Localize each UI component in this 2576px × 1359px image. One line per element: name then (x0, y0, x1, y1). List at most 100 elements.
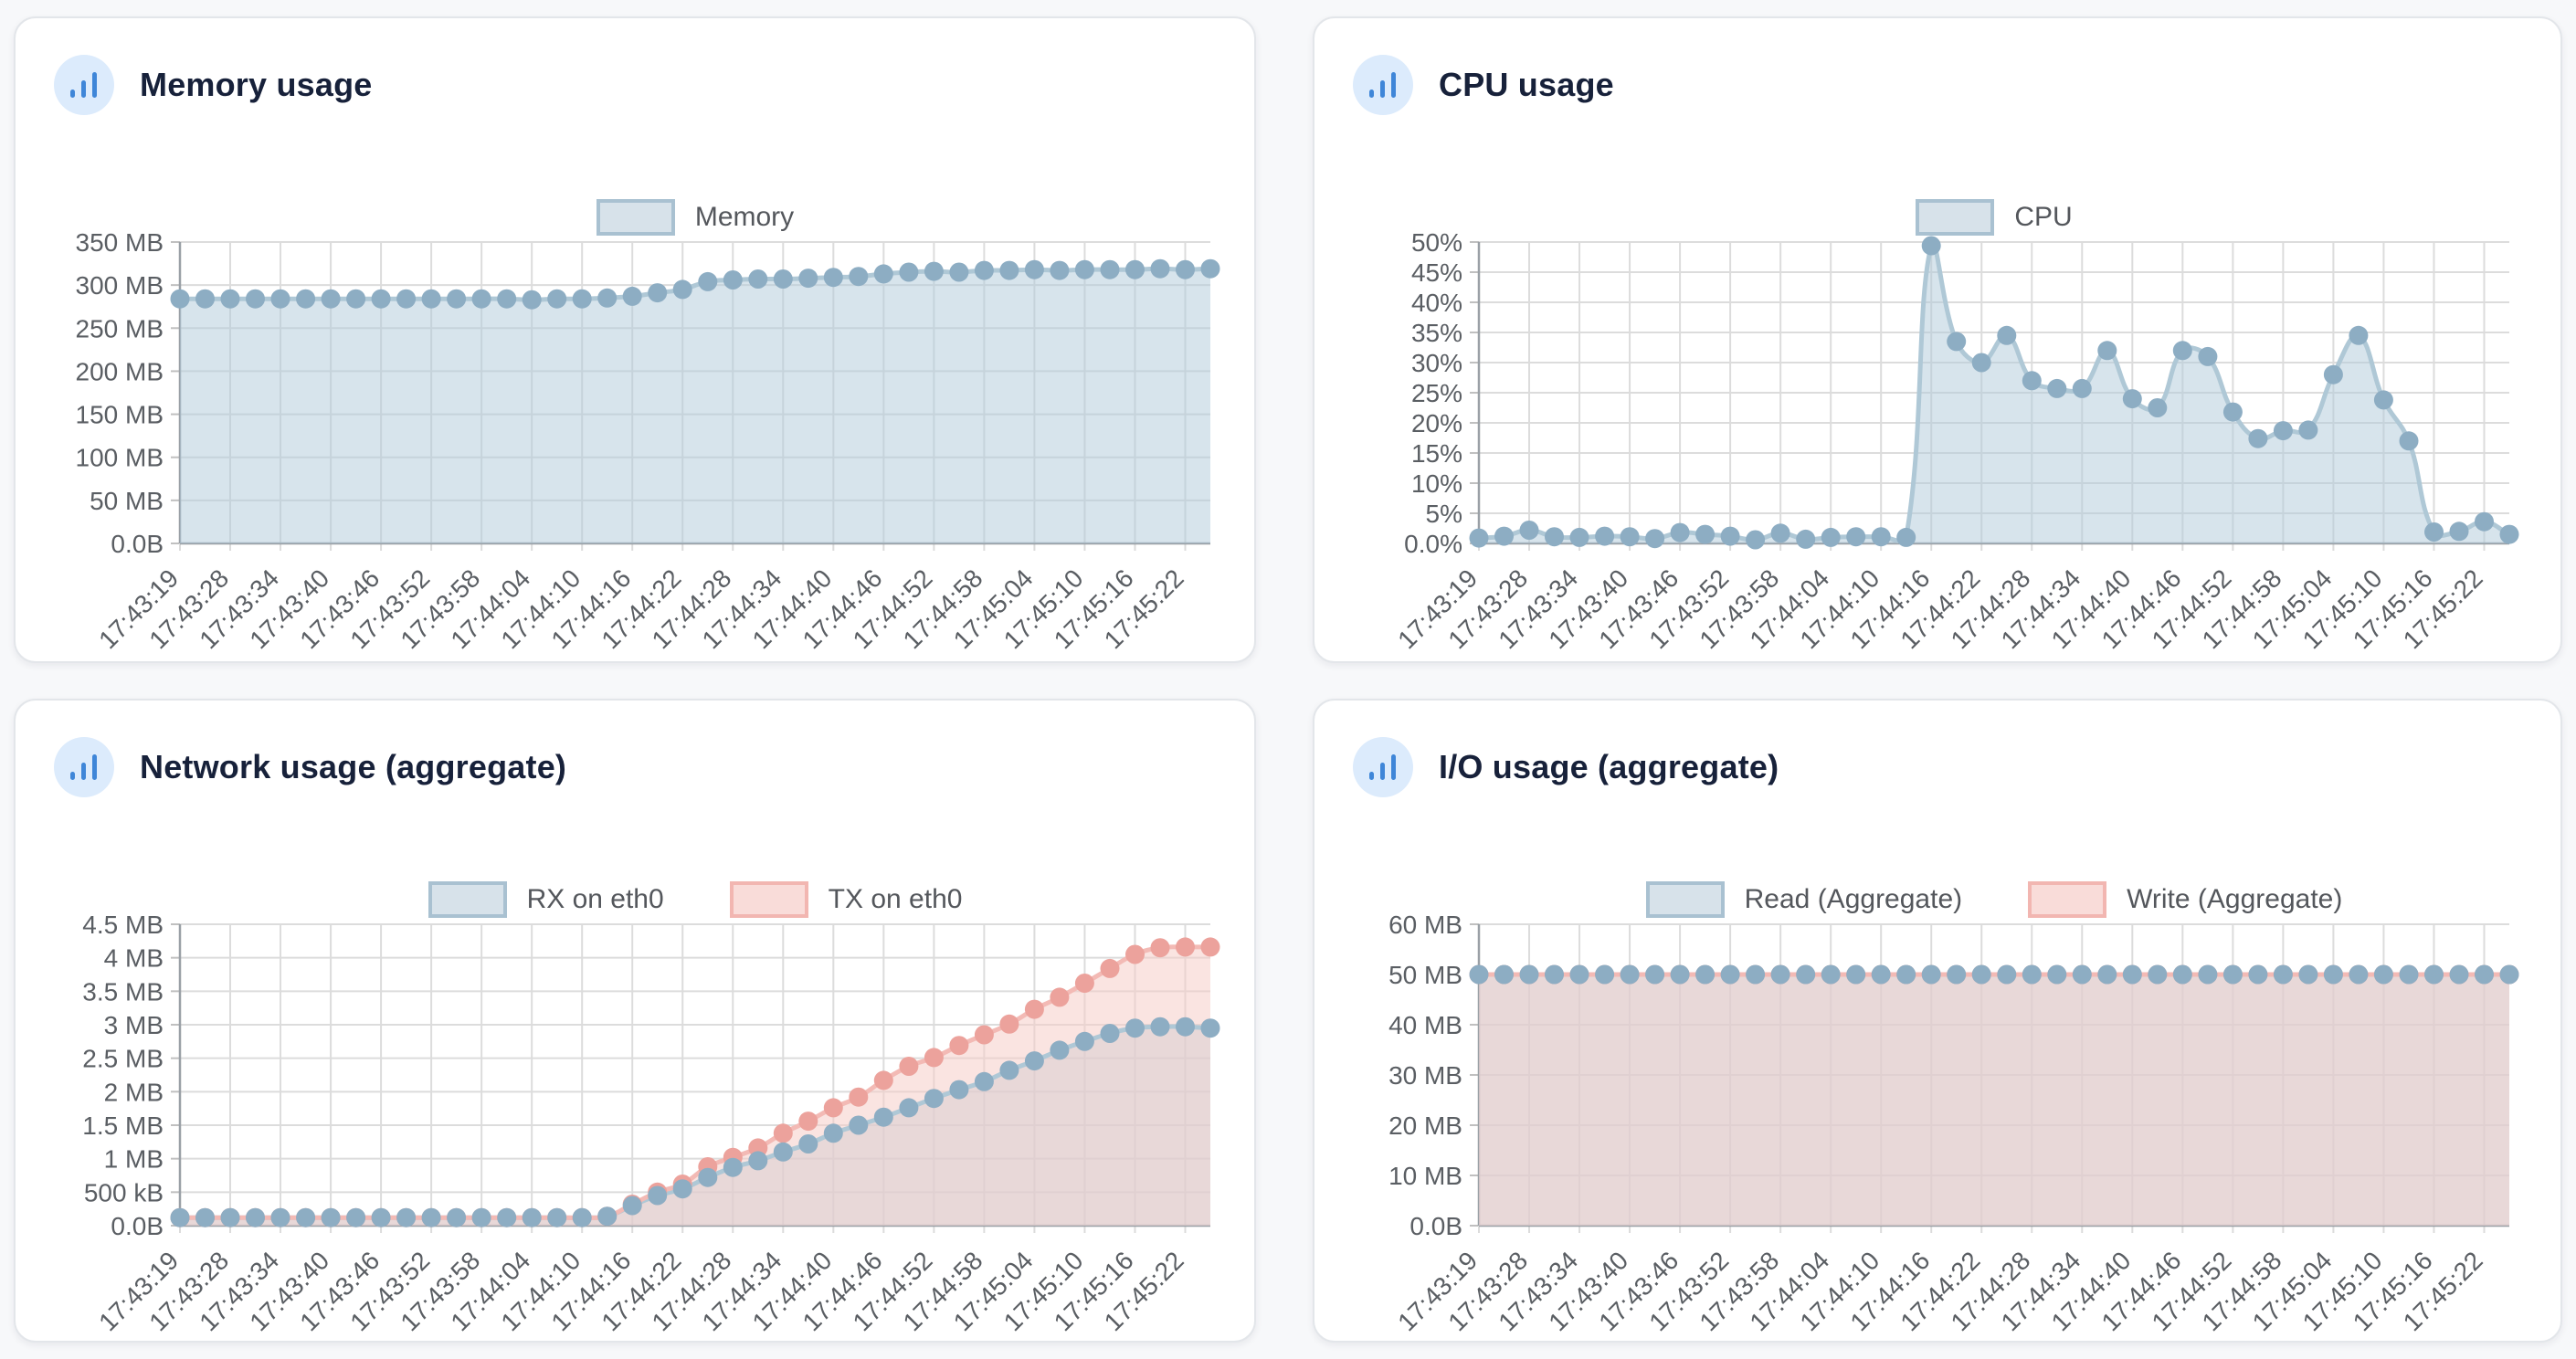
chart-plot-area[interactable]: 50%45%40%35%30%25%20%15%10%5%0.0%17:43:1… (1314, 233, 2557, 660)
data-point (2373, 390, 2393, 410)
data-point (1469, 964, 1489, 985)
y-axis-label: 45% (1411, 258, 1462, 287)
y-axis-label: 1 MB (104, 1145, 164, 1174)
data-point (1620, 527, 1640, 547)
data-point (1896, 964, 1916, 985)
data-point (1971, 964, 1991, 985)
data-point (2198, 346, 2218, 366)
bar-chart-icon (54, 55, 114, 115)
legend-item[interactable]: Memory (596, 199, 794, 236)
data-point (1200, 937, 1220, 957)
data-point (2148, 964, 2168, 985)
panel-header: CPU usage (1353, 55, 1614, 115)
data-point (1720, 526, 1740, 546)
data-point (2222, 964, 2243, 985)
data-point (2323, 964, 2343, 985)
data-point (2273, 964, 2293, 985)
data-point (899, 1098, 919, 1118)
legend-item[interactable]: CPU (1916, 199, 2073, 236)
data-points-Read (Aggregate) (1469, 964, 2519, 985)
data-point (1545, 527, 1564, 547)
data-point (974, 260, 994, 280)
y-axis-label: 3.5 MB (82, 977, 164, 1006)
data-point (471, 1207, 491, 1227)
chart-legend[interactable]: CPU (1479, 197, 2509, 237)
chart-legend[interactable]: Read (Aggregate) Write (Aggregate) (1479, 880, 2509, 920)
data-point (547, 1207, 567, 1227)
data-point (672, 1179, 692, 1199)
legend-item[interactable]: RX on eth0 (428, 881, 664, 918)
data-point (924, 1089, 944, 1109)
data-point (823, 1123, 843, 1143)
data-point (1050, 987, 1070, 1007)
data-points-Memory (170, 258, 1220, 310)
y-axis-label: 0.0B (1409, 1212, 1462, 1240)
y-axis-label: 500 kB (84, 1178, 164, 1206)
data-point (1645, 529, 1665, 549)
data-point (572, 289, 592, 309)
data-point (823, 268, 843, 288)
legend-swatch (596, 199, 675, 236)
data-point (246, 1207, 265, 1227)
data-point (1074, 259, 1094, 279)
data-point (1770, 964, 1790, 985)
data-point (2122, 964, 2142, 985)
data-point (2047, 964, 2067, 985)
data-point (1024, 259, 1044, 279)
y-axis-label: 60 MB (1388, 915, 1462, 939)
legend-item[interactable]: Write (Aggregate) (2028, 881, 2342, 918)
chart-plot-area[interactable]: 350 MB 300 MB 250 MB 200 MB 150 MB 100 MB 50 M… (16, 233, 1256, 660)
data-point (949, 262, 969, 282)
data-point (924, 261, 944, 281)
data-point (2349, 964, 2369, 985)
legend-item[interactable]: TX on eth0 (729, 881, 962, 918)
data-point (497, 1207, 517, 1227)
data-point (1997, 964, 2017, 985)
chart-plot-area[interactable]: 4.5 MB 4 MB 3.5 MB 3 MB 2.5 MB 2 MB 1.5 MB 1 MB… (16, 915, 1256, 1343)
data-point (1695, 524, 1716, 544)
data-point (170, 1207, 190, 1227)
data-point (270, 289, 290, 309)
data-point (471, 289, 491, 309)
data-point (2475, 964, 2494, 985)
data-point (1770, 523, 1790, 543)
data-point (1200, 258, 1220, 279)
data-point (1519, 964, 1539, 985)
series-area-TX on eth0 (180, 946, 1210, 1226)
data-point (1921, 236, 1941, 256)
data-point (899, 1057, 919, 1076)
data-points-CPU (1469, 236, 2519, 550)
chart-legend[interactable]: Memory (180, 197, 1210, 237)
data-point (346, 1207, 366, 1227)
data-point (1074, 974, 1094, 993)
data-point (849, 267, 869, 287)
legend-label: Write (Aggregate) (2127, 884, 2343, 914)
data-point (648, 283, 668, 303)
data-point (396, 1207, 417, 1227)
y-axis-label: 100 MB (76, 444, 164, 472)
data-point (1821, 964, 1841, 985)
legend-label: CPU (2014, 202, 2073, 232)
data-point (547, 289, 567, 309)
data-point (648, 1185, 668, 1206)
data-point (1100, 958, 1120, 978)
y-axis-label: 20% (1411, 409, 1462, 437)
data-point (672, 279, 692, 300)
data-point (823, 1098, 843, 1118)
y-axis-label: 5% (1426, 500, 1462, 528)
data-point (2047, 378, 2067, 398)
data-point (2298, 420, 2318, 440)
legend-item[interactable]: Read (Aggregate) (1645, 881, 1962, 918)
y-axis-label: 50 MB (1388, 961, 1462, 989)
panel-network-usage: Network usage (aggregate) RX on eth0 TX o… (14, 699, 1256, 1343)
data-point (1947, 964, 1967, 985)
data-point (723, 270, 743, 290)
data-point (1569, 964, 1589, 985)
data-point (698, 271, 718, 291)
data-point (2072, 964, 2092, 985)
data-point (622, 1196, 642, 1216)
data-point (2399, 964, 2419, 985)
chart-legend[interactable]: RX on eth0 TX on eth0 (180, 880, 1210, 920)
data-point (1150, 258, 1170, 279)
